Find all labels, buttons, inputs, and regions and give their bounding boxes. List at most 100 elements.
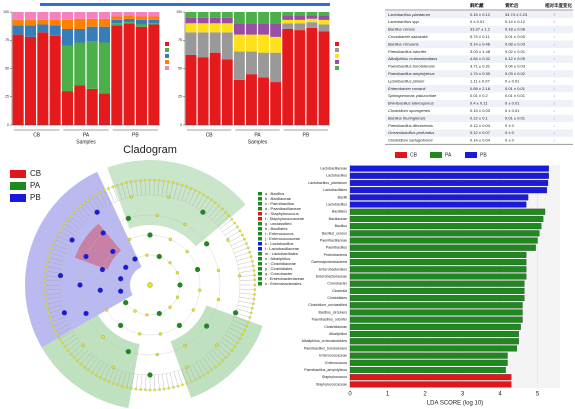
key-label: e : Staphylococcus xyxy=(265,211,299,216)
clade-node xyxy=(61,341,64,345)
clade-branch xyxy=(48,308,64,314)
table-cell: Paenibacillus amylolyticus xyxy=(388,71,434,76)
clade-node xyxy=(56,234,59,237)
clade-node xyxy=(54,238,57,241)
legend-swatch xyxy=(395,152,407,158)
clade-node xyxy=(100,230,106,236)
clade-branch xyxy=(224,226,238,236)
top-bar xyxy=(40,3,330,6)
clade-node xyxy=(143,178,147,182)
bar-segment xyxy=(86,88,98,125)
key-swatch xyxy=(258,197,262,201)
table-row-bg xyxy=(385,55,573,63)
group-label: CB xyxy=(33,132,41,138)
table-cell: Bacillus circulans xyxy=(388,41,419,46)
clade-branch xyxy=(121,183,126,199)
bar xyxy=(349,280,525,287)
clade-node xyxy=(253,273,256,277)
clade-node xyxy=(248,250,252,254)
clade-node xyxy=(243,329,246,332)
bar-segment xyxy=(221,12,233,18)
bar-segment xyxy=(185,32,197,55)
clade-node xyxy=(75,207,79,211)
bar-segment xyxy=(185,54,197,125)
clade-branch xyxy=(169,182,174,198)
bar-segment xyxy=(98,12,111,19)
clade-branch xyxy=(169,372,174,388)
bar-segment xyxy=(197,32,209,58)
clade-node xyxy=(97,287,103,293)
clade-branch xyxy=(99,192,108,206)
group-label: PA xyxy=(254,132,261,138)
key-label: j : Enterococcaceae xyxy=(264,236,301,241)
clade-node xyxy=(247,320,250,324)
clade-branch xyxy=(100,364,108,378)
bar xyxy=(349,237,538,244)
bar xyxy=(349,331,519,338)
clade-branch xyxy=(140,180,142,196)
clade-node xyxy=(246,246,250,250)
table-row-bg xyxy=(385,25,573,34)
clade-node xyxy=(236,225,239,229)
clade-node xyxy=(253,283,257,287)
legend-swatch xyxy=(165,48,169,52)
clade-node xyxy=(120,182,124,186)
bar xyxy=(349,201,527,208)
bar-segment xyxy=(233,79,245,125)
table-cell: 0 ± 0.01 xyxy=(505,78,520,83)
y-tick-label: Clostridia xyxy=(332,289,347,293)
table-cell: Paenibacillus odorifer xyxy=(388,49,427,54)
clade-branch xyxy=(122,371,127,387)
clade-branch xyxy=(153,374,155,390)
clade-branch xyxy=(225,334,238,343)
clade-shade xyxy=(170,305,263,398)
clade-node xyxy=(72,211,76,214)
clade-node xyxy=(128,237,132,241)
legend-swatch xyxy=(165,54,169,58)
bar-segment xyxy=(258,77,269,125)
bar-segment xyxy=(209,52,221,125)
clade-node xyxy=(167,180,170,183)
clade-branch xyxy=(185,367,192,382)
bar-segment xyxy=(74,12,86,19)
clade-node xyxy=(193,188,197,192)
bar-segment xyxy=(294,19,306,24)
clade-node xyxy=(138,332,142,336)
bar-segment xyxy=(12,34,24,125)
y-tick-label: Lactobacillales xyxy=(323,188,347,192)
clade-branch xyxy=(96,362,105,376)
clade-branch xyxy=(199,197,208,210)
clade-node xyxy=(125,181,128,184)
clade-branch xyxy=(53,243,68,250)
bar xyxy=(349,187,548,194)
clade-node xyxy=(155,213,159,217)
clade-node xyxy=(253,288,257,292)
clade-branch xyxy=(239,275,255,277)
table-cell: Paenibacillus illinoisensis xyxy=(388,123,433,128)
clade-branch xyxy=(192,192,200,206)
y-tick-label: Enterobacteriaceae xyxy=(316,274,347,278)
clade-node xyxy=(107,187,110,190)
clade-branch xyxy=(59,231,73,240)
table-cell: Cronobacter sakazakii xyxy=(388,34,428,39)
clade-node xyxy=(233,345,237,348)
group-label: PA xyxy=(83,132,90,138)
clade-branch xyxy=(220,340,233,351)
bar-segment xyxy=(86,26,98,42)
bar-segment xyxy=(294,30,306,125)
clade-node xyxy=(63,222,67,225)
bar-segment xyxy=(306,22,318,28)
clade-node xyxy=(204,323,210,329)
bar xyxy=(349,165,549,172)
key-swatch xyxy=(258,212,262,216)
key-label: l : Lactobacillaceae xyxy=(265,246,300,251)
clade-branch xyxy=(229,327,243,335)
y-tick-label: 25 xyxy=(5,95,9,99)
clade-branch xyxy=(104,366,112,380)
clade-node xyxy=(221,359,224,363)
clade-branch xyxy=(234,247,249,254)
clade-node xyxy=(215,343,219,347)
key-swatch xyxy=(258,247,262,251)
clade-node xyxy=(83,310,89,317)
